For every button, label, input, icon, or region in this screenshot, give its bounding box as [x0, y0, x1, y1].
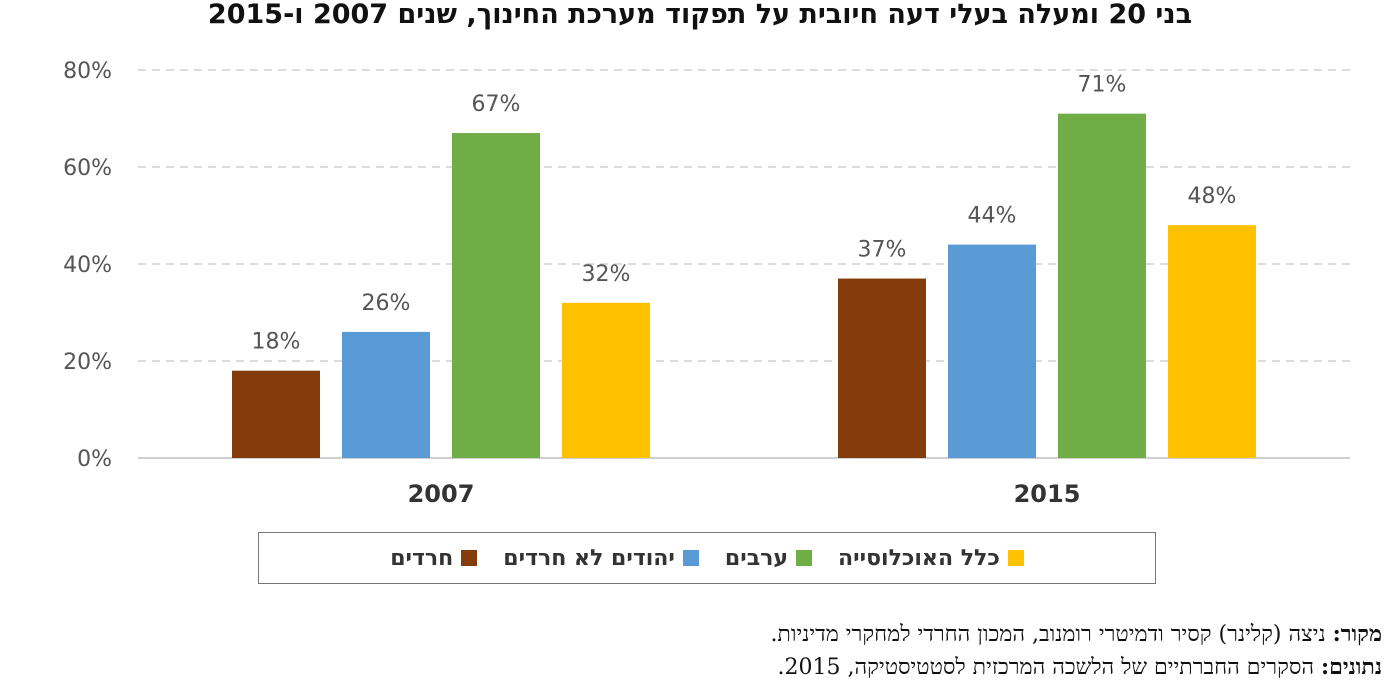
chart-title: בני 20 ומעלה בעלי דעה חיובית על תפקוד מע…	[207, 0, 1193, 30]
legend-item-haredim: חרדים	[390, 545, 478, 571]
legend-swatch-arabs	[796, 550, 813, 566]
data-label: 18%	[252, 330, 301, 355]
bar	[562, 302, 650, 458]
data-label: 71%	[1078, 73, 1127, 98]
legend-swatch-non-haredi-jews	[682, 550, 699, 566]
source-text: ניצה (קלינר) קסיר ודמיטרי רומנוב, המכון …	[770, 622, 1326, 647]
y-tick-label: 0%	[77, 447, 112, 472]
x-category-label: 2007	[408, 480, 475, 508]
legend-item-non-haredi-jews: יהודים לא חרדים	[503, 546, 699, 571]
bar	[948, 244, 1036, 458]
bar	[232, 370, 320, 458]
x-category-label: 2015	[1014, 480, 1081, 508]
source-note: מקור: ניצה (קלינר) קסיר ודמיטרי רומנוב, …	[12, 618, 1382, 684]
legend: חרדים יהודים לא חרדים ערבים כלל האוכלוסי…	[258, 532, 1156, 584]
data-line: נתונים: הסקרים החברתיים של הלשכה המרכזית…	[12, 651, 1382, 684]
legend-item-total-population: כלל האוכלוסייה	[838, 546, 1024, 571]
source-label: מקור:	[1332, 621, 1382, 647]
y-tick-label: 60%	[63, 156, 112, 181]
bar	[1168, 225, 1256, 458]
data-label: 44%	[968, 204, 1017, 229]
data-text: הסקרים החברתיים של הלשכה המרכזית לסטטיסט…	[777, 655, 1315, 680]
legend-label-haredim: חרדים	[390, 545, 454, 571]
bar	[452, 133, 540, 459]
source-line: מקור: ניצה (קלינר) קסיר ודמיטרי רומנוב, …	[12, 618, 1382, 651]
data-label: 26%	[362, 291, 411, 316]
data-label: 48%	[1188, 184, 1237, 209]
data-label: נתונים:	[1321, 654, 1382, 680]
legend-label-arabs: ערבים	[724, 545, 789, 571]
y-tick-label: 40%	[63, 253, 112, 278]
data-label: 37%	[858, 238, 907, 263]
legend-label-non-haredi-jews: יהודים לא חרדים	[503, 545, 675, 571]
legend-swatch-haredim	[461, 550, 478, 566]
y-tick-label: 80%	[63, 59, 112, 84]
bar-chart: 0% 20% 40% 60% 80% 18% 26% 67% 32% 2007 37% 44% 71% 4…	[63, 59, 1350, 508]
legend-swatch-total-population	[1007, 550, 1024, 566]
legend-label-total-population: כלל האוכלוסייה	[838, 545, 1000, 571]
bar	[342, 331, 430, 458]
data-label: 67%	[472, 92, 521, 117]
data-label: 32%	[582, 262, 631, 287]
bar	[838, 278, 926, 458]
y-tick-label: 20%	[63, 350, 112, 375]
bar	[1058, 113, 1146, 459]
legend-item-arabs: ערבים	[724, 545, 813, 571]
